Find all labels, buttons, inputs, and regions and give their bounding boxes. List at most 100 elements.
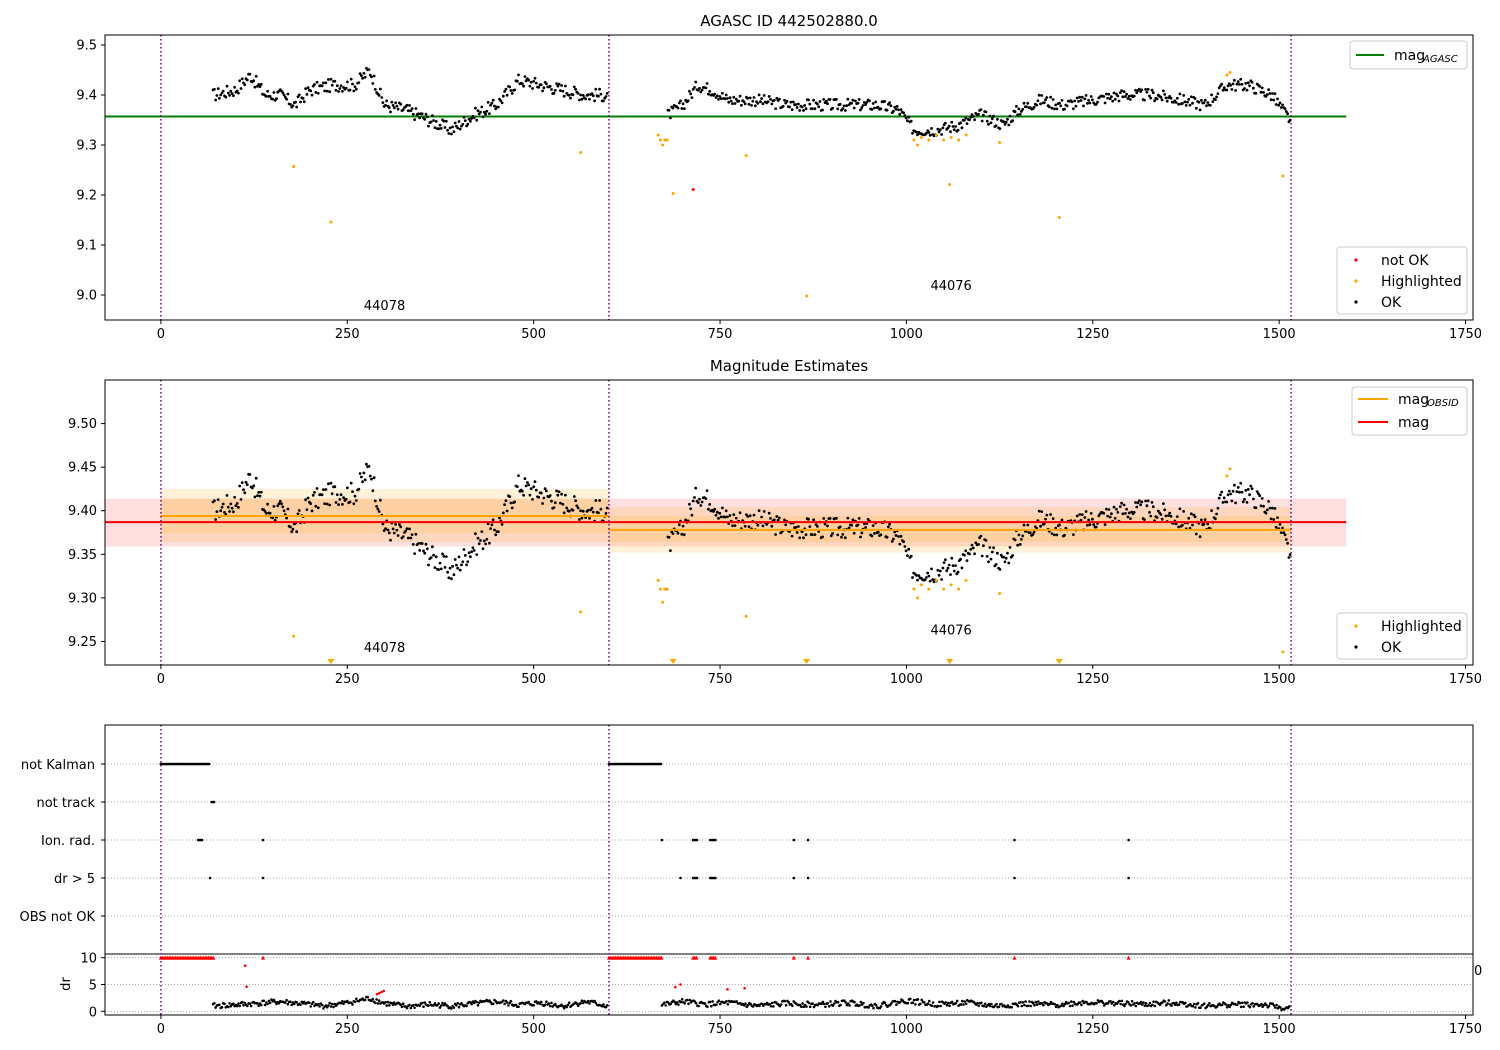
ok-point bbox=[907, 547, 911, 551]
ok-point bbox=[230, 92, 234, 95]
ok-point bbox=[447, 576, 451, 580]
dr-point bbox=[675, 1001, 679, 1004]
ok-point bbox=[286, 507, 290, 511]
ok-point bbox=[520, 489, 524, 493]
ok-point bbox=[925, 131, 928, 135]
ok-point bbox=[903, 114, 907, 117]
ok-point bbox=[1134, 501, 1137, 504]
ok-point bbox=[1155, 97, 1159, 101]
ok-point bbox=[290, 530, 294, 534]
dr-point bbox=[844, 1001, 847, 1004]
dr-point bbox=[939, 1004, 942, 1008]
dr-point bbox=[1220, 1003, 1224, 1007]
dr-point bbox=[1177, 1003, 1181, 1006]
ok-point bbox=[413, 552, 416, 555]
flag-point bbox=[714, 876, 717, 880]
ok-point bbox=[902, 111, 905, 115]
ok-point bbox=[560, 492, 563, 496]
ok-point bbox=[505, 509, 509, 513]
ok-point bbox=[936, 127, 940, 131]
ok-point bbox=[989, 121, 993, 125]
ok-point bbox=[571, 93, 575, 97]
ok-point bbox=[325, 89, 329, 93]
dr-point bbox=[374, 1001, 377, 1005]
ok-point bbox=[1060, 98, 1064, 102]
ok-point bbox=[580, 516, 584, 520]
ok-point bbox=[926, 571, 930, 575]
dr-point bbox=[746, 1003, 750, 1007]
ok-point bbox=[791, 100, 795, 104]
dr-point bbox=[441, 1001, 444, 1005]
ok-point bbox=[1087, 518, 1090, 522]
ok-point bbox=[1116, 511, 1120, 514]
ok-point bbox=[216, 87, 220, 90]
ok-point bbox=[352, 502, 356, 506]
ok-point bbox=[377, 94, 381, 97]
ok-point bbox=[800, 530, 804, 534]
ok-point bbox=[1106, 96, 1109, 100]
ok-point bbox=[1229, 84, 1232, 87]
dr-point bbox=[846, 1002, 850, 1005]
ok-point bbox=[894, 107, 898, 111]
dr-point bbox=[346, 999, 349, 1003]
dr-point bbox=[1078, 1001, 1082, 1004]
ok-point bbox=[213, 87, 216, 91]
ok-point bbox=[1112, 91, 1116, 95]
dr-point bbox=[1252, 1005, 1255, 1008]
clipped-dr-marker bbox=[791, 955, 796, 960]
dr-point bbox=[423, 1001, 427, 1004]
ok-point bbox=[240, 77, 244, 81]
ok-point bbox=[1259, 90, 1263, 94]
ok-point bbox=[447, 132, 451, 135]
ok-point bbox=[324, 81, 328, 85]
ok-point bbox=[323, 89, 326, 93]
ok-point bbox=[531, 498, 534, 501]
ok-point bbox=[671, 532, 675, 535]
ok-point bbox=[282, 93, 286, 97]
ok-point bbox=[876, 105, 880, 109]
ok-point bbox=[968, 118, 971, 122]
ok-point bbox=[605, 506, 609, 510]
ok-point bbox=[759, 100, 762, 104]
ok-point bbox=[442, 119, 446, 123]
ok-point bbox=[784, 523, 788, 527]
ok-point bbox=[960, 126, 964, 130]
ok-point bbox=[221, 502, 225, 506]
ok-point bbox=[1016, 543, 1019, 547]
dr-point bbox=[916, 998, 920, 1001]
ok-point bbox=[532, 79, 536, 83]
axes-frame bbox=[104, 379, 1474, 666]
ok-point bbox=[489, 103, 492, 107]
ok-point bbox=[1036, 99, 1040, 103]
dr-point bbox=[391, 1003, 395, 1006]
highlighted-point bbox=[665, 138, 669, 142]
ok-point bbox=[291, 104, 295, 107]
ok-point bbox=[500, 101, 504, 105]
chart-title: Magnitude Estimates bbox=[710, 357, 868, 375]
ok-point bbox=[523, 477, 527, 480]
ok-point bbox=[1050, 106, 1054, 110]
highlighted-point bbox=[957, 138, 961, 142]
dr-point bbox=[1113, 1004, 1116, 1007]
ok-point bbox=[389, 538, 392, 542]
ok-point bbox=[214, 98, 218, 102]
ok-point bbox=[285, 516, 288, 520]
dr-point bbox=[353, 1000, 357, 1004]
ok-point bbox=[1216, 92, 1220, 95]
ok-point bbox=[852, 106, 856, 110]
ok-point bbox=[329, 481, 333, 485]
obsid-annotation: 44076 bbox=[930, 623, 971, 638]
ok-point bbox=[982, 544, 985, 548]
ok-point bbox=[1150, 501, 1154, 504]
dr-point bbox=[329, 1005, 333, 1008]
ok-point bbox=[859, 535, 862, 539]
ok-point bbox=[515, 79, 519, 83]
ok-point bbox=[836, 107, 840, 111]
ok-point bbox=[1225, 88, 1229, 92]
dr-point bbox=[446, 1004, 449, 1008]
ok-point bbox=[452, 573, 456, 577]
ok-point bbox=[982, 113, 985, 117]
ok-point bbox=[970, 543, 974, 547]
ok-point bbox=[268, 95, 272, 98]
ok-point bbox=[1111, 99, 1115, 103]
